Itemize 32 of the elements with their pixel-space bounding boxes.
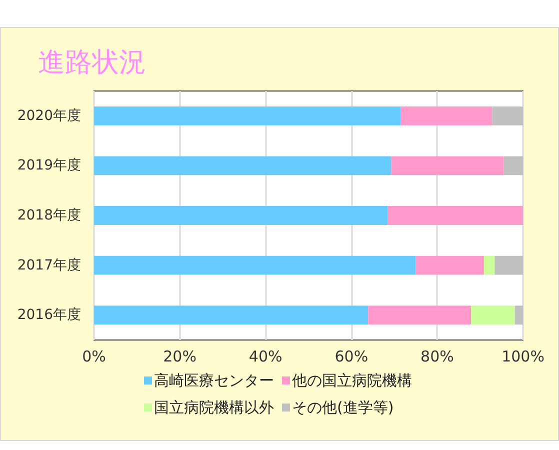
bar [492,106,523,126]
x-tick-label: 60% [334,348,368,366]
x-tick-label: 20% [163,348,196,366]
x-tick-label: 40% [248,348,282,366]
legend-label: その他(進学等) [292,398,394,416]
y-tick-label: 2016年度 [17,307,81,324]
legend-label: 高崎医療センター [154,372,274,390]
bar [504,156,523,176]
bar [514,306,523,325]
bar [388,206,523,225]
x-tick-label: 100% [502,348,544,366]
y-tick-label: 2019年度 [17,158,81,174]
bar [94,156,392,176]
bar [416,256,484,275]
x-tick-label: 0% [82,348,106,366]
y-tick-label: 2020年度 [17,108,81,124]
bar [94,206,388,225]
chart-title: 進路状況 [38,47,146,78]
bar [94,106,401,126]
bar [484,256,495,275]
x-tick-label: 80% [420,348,454,366]
bar [471,306,515,325]
bar [94,256,416,275]
bar [494,256,523,275]
legend-label: 国立病院機構以外 [154,398,274,416]
bar [400,106,492,126]
y-tick-label: 2017年度 [17,257,81,274]
bar [391,156,504,176]
y-tick-label: 2018年度 [17,208,81,224]
bar [368,306,472,325]
legend-label: 他の国立病院機構 [292,372,412,390]
bar [94,306,368,325]
